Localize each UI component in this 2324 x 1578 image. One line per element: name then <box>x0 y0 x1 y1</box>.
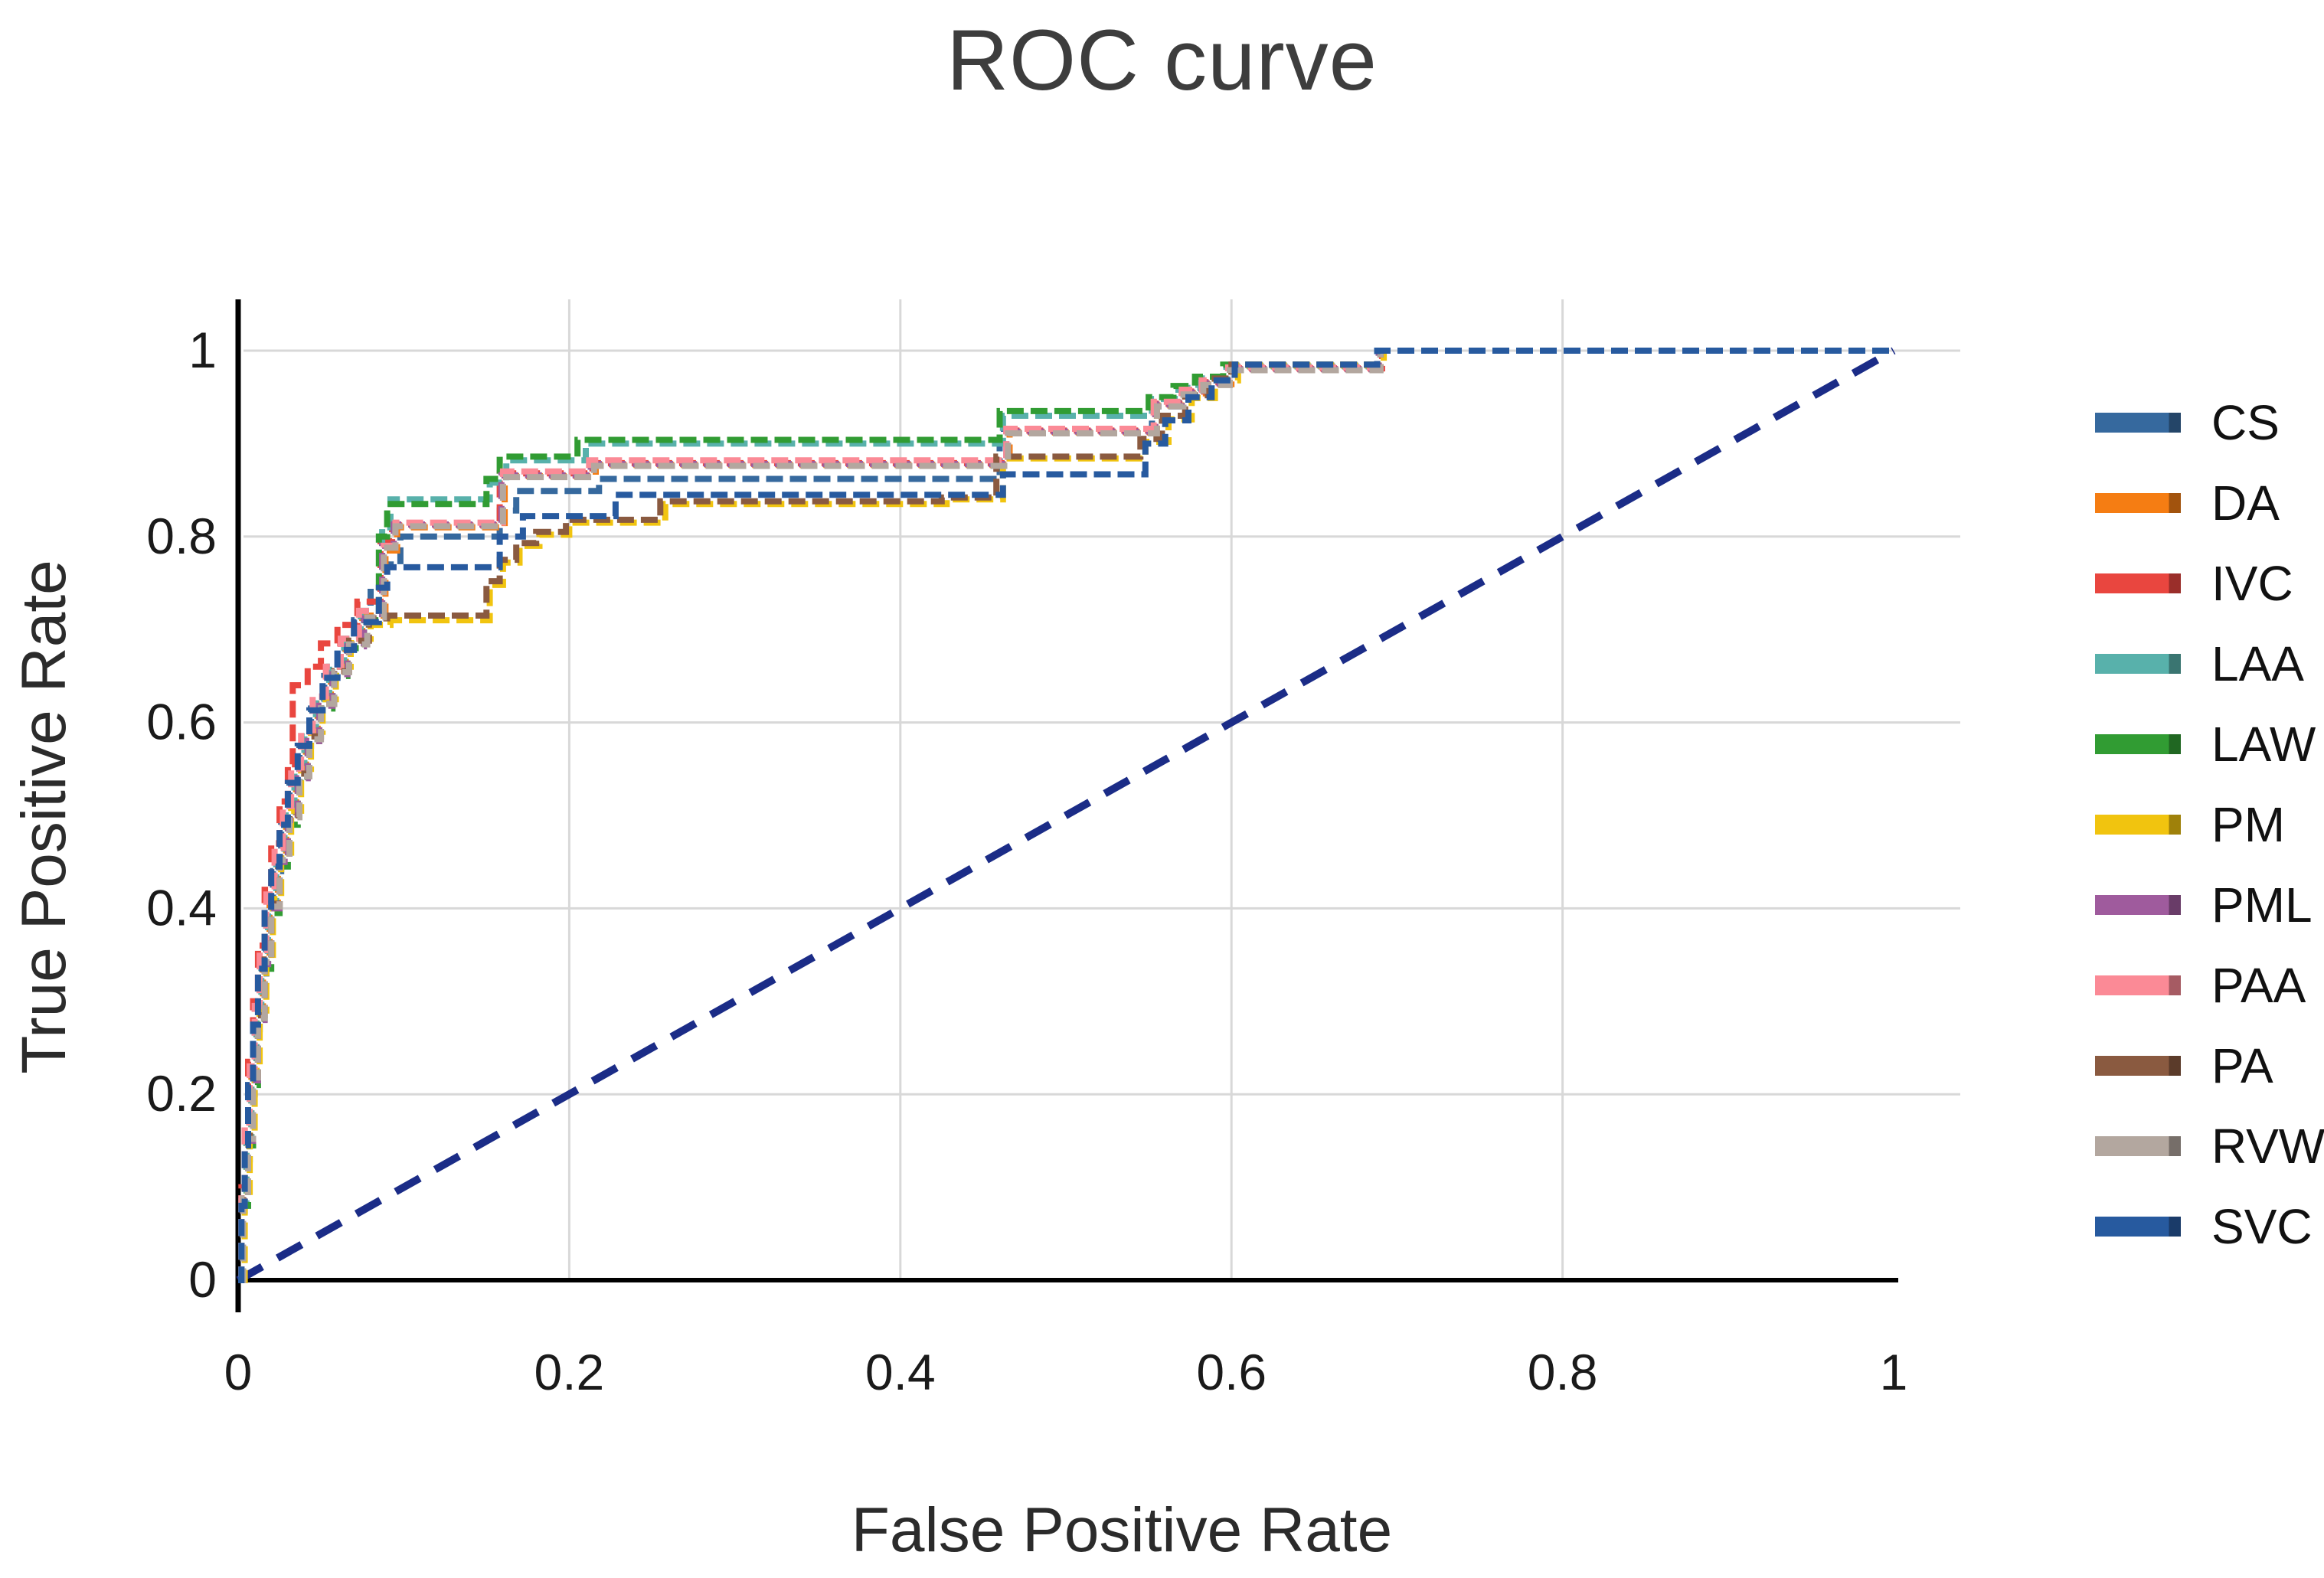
legend-item-RVW: RVW <box>2095 1122 2324 1171</box>
legend-swatch-IVC <box>2095 573 2181 593</box>
legend-item-PAA: PAA <box>2095 961 2306 1010</box>
legend-label-RVW: RVW <box>2211 1119 2324 1174</box>
legend-item-PML: PML <box>2095 880 2313 929</box>
legend-swatch-SVC <box>2095 1217 2181 1237</box>
legend-item-SVC: SVC <box>2095 1202 2313 1251</box>
legend-label-IVC: IVC <box>2211 556 2293 611</box>
y-tick-label: 0.2 <box>146 1065 217 1122</box>
x-axis-title: False Positive Rate <box>851 1495 1393 1565</box>
roc-curve-SVC <box>238 348 1894 1283</box>
legend-item-PM: PM <box>2095 800 2285 849</box>
legend-label-SVC: SVC <box>2211 1199 2313 1254</box>
legend-swatch-PA <box>2095 1056 2181 1076</box>
legend-swatch-PML <box>2095 895 2181 915</box>
legend-label-LAW: LAW <box>2211 717 2316 772</box>
legend-item-PA: PA <box>2095 1041 2273 1090</box>
legend-label-DA: DA <box>2211 475 2280 531</box>
chance-diagonal-line <box>236 347 1896 1284</box>
legend-swatch-PAA <box>2095 975 2181 995</box>
legend-swatch-LAA <box>2095 654 2181 674</box>
legend-item-LAW: LAW <box>2095 720 2316 769</box>
legend-swatch-DA <box>2095 493 2181 513</box>
legend-item-DA: DA <box>2095 479 2280 528</box>
x-tick-label: 0.2 <box>534 1344 605 1400</box>
y-tick-label: 0.4 <box>146 879 217 936</box>
x-tick-label: 0.6 <box>1196 1344 1267 1400</box>
x-tick-label: 1 <box>1880 1344 1908 1400</box>
legend-label-PAA: PAA <box>2211 958 2306 1013</box>
legend-label-CS: CS <box>2211 395 2280 450</box>
legend-item-IVC: IVC <box>2095 559 2293 608</box>
legend-swatch-LAW <box>2095 734 2181 754</box>
legend-item-CS: CS <box>2095 398 2280 447</box>
roc-curve-RVW <box>238 348 1894 1283</box>
legend-label-LAA: LAA <box>2211 636 2304 691</box>
legend-label-PM: PM <box>2211 797 2285 852</box>
y-tick-label: 0.8 <box>146 508 217 564</box>
legend-label-PA: PA <box>2211 1038 2273 1093</box>
x-tick-label: 0.4 <box>865 1344 936 1400</box>
legend-swatch-PM <box>2095 815 2181 835</box>
legend-label-PML: PML <box>2211 877 2313 933</box>
x-tick-label: 0.8 <box>1528 1344 1598 1400</box>
y-tick-label: 0.6 <box>146 694 217 750</box>
y-tick-label: 0 <box>188 1251 217 1308</box>
x-tick-label: 0 <box>224 1344 253 1400</box>
legend-swatch-CS <box>2095 413 2181 433</box>
legend-item-LAA: LAA <box>2095 639 2304 688</box>
chart-title: ROC curve <box>946 12 1378 108</box>
y-tick-label: 1 <box>188 322 217 378</box>
legend-swatch-RVW <box>2095 1136 2181 1156</box>
